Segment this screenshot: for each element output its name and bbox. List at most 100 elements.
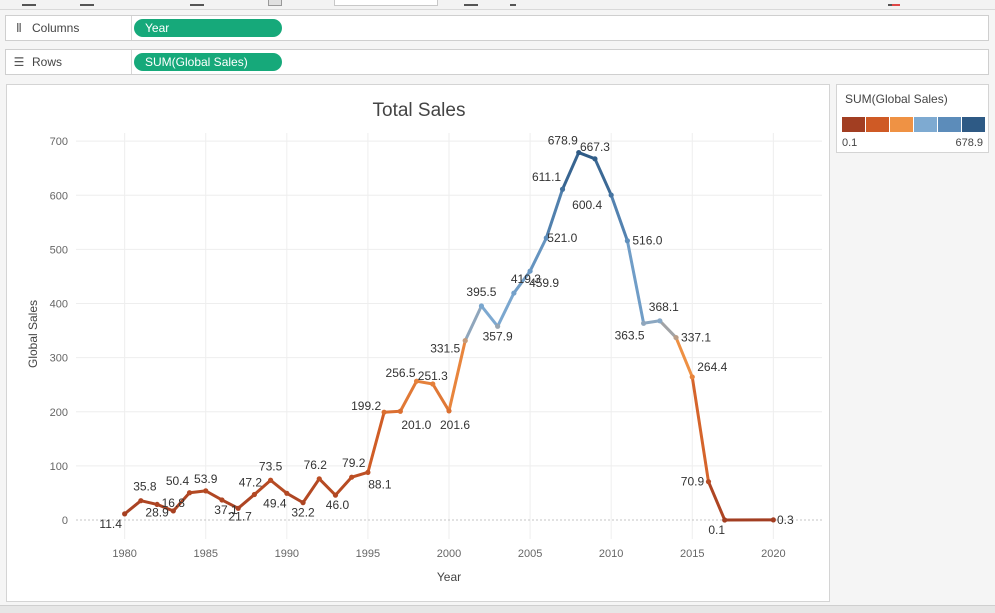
data-point xyxy=(657,318,663,324)
data-point xyxy=(543,235,549,241)
line-segment xyxy=(496,291,516,328)
line-segment xyxy=(204,489,224,502)
data-point xyxy=(722,517,728,523)
line-segment xyxy=(301,477,321,505)
color-legend[interactable]: SUM(Global Sales) 0.1 678.9 xyxy=(836,84,989,153)
line-segment xyxy=(561,151,581,191)
data-point xyxy=(268,477,274,483)
data-label: 49.4 xyxy=(263,496,287,510)
data-point xyxy=(446,408,452,414)
year-pill[interactable]: Year xyxy=(134,19,282,37)
columns-icon: Ⅱ xyxy=(16,21,22,35)
line-segment xyxy=(609,193,629,243)
data-label: 88.1 xyxy=(368,477,392,491)
data-label: 521.0 xyxy=(547,231,577,245)
rows-label: Rows xyxy=(32,55,63,69)
line-segment xyxy=(690,375,710,484)
global-sales-pill[interactable]: SUM(Global Sales) xyxy=(134,53,282,71)
data-label: 73.5 xyxy=(259,459,283,473)
data-label: 337.1 xyxy=(681,331,711,345)
x-tick-label: 1995 xyxy=(356,548,380,560)
data-label: 199.2 xyxy=(351,399,381,413)
y-tick-label: 300 xyxy=(50,353,68,365)
x-tick-label: 1985 xyxy=(193,548,217,560)
data-label: 395.5 xyxy=(466,285,496,299)
data-label: 459.9 xyxy=(529,276,559,290)
fit-icon[interactable] xyxy=(268,0,282,6)
y-axis-title: Global Sales xyxy=(26,300,40,368)
y-tick-label: 200 xyxy=(50,407,68,419)
line-segment xyxy=(415,379,435,386)
line-chart[interactable]: 1980 1985 1990 1995 2000 2005 2010 2015 2020 0 100… xyxy=(7,85,831,603)
data-label: 32.2 xyxy=(291,506,315,520)
data-label: 611.1 xyxy=(532,170,561,184)
data-point xyxy=(316,476,322,482)
data-label: 37.1 xyxy=(214,503,238,517)
data-point xyxy=(138,498,144,504)
data-label: 0.1 xyxy=(708,523,725,537)
line-segment xyxy=(236,493,256,510)
data-point xyxy=(705,479,712,485)
data-label: 251.3 xyxy=(418,369,448,383)
data-point xyxy=(397,408,403,414)
line-segment xyxy=(431,382,451,413)
data-label: 368.1 xyxy=(649,300,679,314)
data-point xyxy=(592,156,598,162)
data-point xyxy=(495,323,501,329)
pin-icon[interactable] xyxy=(888,0,892,6)
data-label: 264.4 xyxy=(697,360,727,374)
toolbar xyxy=(0,0,995,10)
line-segment xyxy=(366,410,386,474)
line-segment xyxy=(220,498,240,510)
y-tick-label: 400 xyxy=(50,299,68,311)
data-point xyxy=(478,303,485,309)
presentation-icon[interactable] xyxy=(464,0,478,6)
highlight-icon[interactable] xyxy=(892,0,900,6)
line-segment xyxy=(382,409,402,414)
line-segment xyxy=(139,499,159,506)
data-label: 0.3 xyxy=(777,513,794,527)
axis-layer: 1980 1985 1990 1995 2000 2005 2010 2015 2020 0 100… xyxy=(50,136,786,560)
data-point xyxy=(349,474,355,480)
label-layer: 11.4 35.8 28.916.8 50.4 53.9 37.121.7 47.2 73.5… xyxy=(99,134,794,537)
rows-shelf: ☰ Rows SUM(Global Sales) xyxy=(5,49,989,75)
line-segment xyxy=(512,269,532,295)
sheet-tabs-bar[interactable] xyxy=(0,605,995,613)
legend-title: SUM(Global Sales) xyxy=(845,92,948,106)
undo-icon[interactable] xyxy=(22,0,36,6)
data-point xyxy=(413,378,420,384)
data-label: 35.8 xyxy=(133,480,157,494)
data-label: 47.2 xyxy=(239,476,263,490)
line-segment xyxy=(674,336,694,379)
data-point xyxy=(608,192,614,198)
data-label: 11.4 xyxy=(99,517,122,531)
fit-dropdown[interactable] xyxy=(334,0,438,6)
data-point xyxy=(170,508,176,514)
data-label: 53.9 xyxy=(194,472,218,486)
data-point xyxy=(770,517,776,523)
line-segment xyxy=(706,480,727,522)
data-point xyxy=(381,409,387,415)
line-segment xyxy=(463,304,483,343)
sort-icon[interactable] xyxy=(510,0,516,6)
data-label: 678.9 xyxy=(548,134,578,148)
data-point xyxy=(284,490,290,496)
redo-icon[interactable] xyxy=(80,0,94,6)
x-tick-label: 1990 xyxy=(275,548,299,560)
y-tick-label: 100 xyxy=(50,461,68,473)
line-segment xyxy=(447,339,467,413)
format-icon[interactable] xyxy=(190,0,204,6)
line-segment xyxy=(625,239,646,325)
data-label: 516.0 xyxy=(632,234,662,248)
data-label: 419.3 xyxy=(511,272,541,286)
chart-panel: 1980 1985 1990 1995 2000 2005 2010 2015 2020 0 100… xyxy=(6,84,830,602)
data-point xyxy=(154,501,160,508)
line-segment xyxy=(188,489,208,495)
legend-swatch xyxy=(938,117,962,132)
data-label: 600.4 xyxy=(572,198,602,212)
data-point xyxy=(527,268,533,274)
data-label: 357.9 xyxy=(483,329,513,343)
data-label: 76.2 xyxy=(304,458,328,472)
data-label: 46.0 xyxy=(326,498,350,512)
line-segment xyxy=(155,502,175,513)
